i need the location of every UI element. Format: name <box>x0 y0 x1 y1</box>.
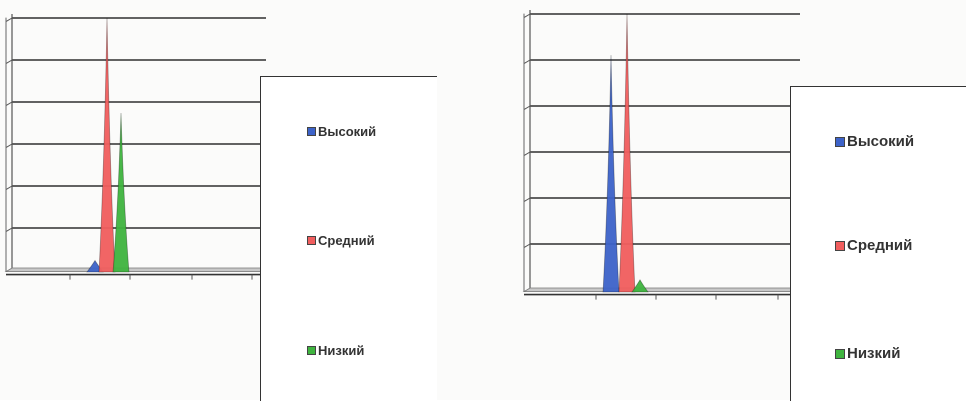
legend-item-medium: Средний <box>307 233 375 248</box>
legend-swatch-high <box>835 136 845 147</box>
gridline-depth <box>5 59 13 65</box>
legend-label-high: Высокий <box>847 133 915 150</box>
gridline-depth <box>523 105 531 111</box>
series-peak-low <box>112 112 130 273</box>
gridline-depth <box>523 151 531 157</box>
legend-item-high: Высокий <box>307 124 376 139</box>
series-peak-high <box>602 55 620 293</box>
legend-item-low: Низкий <box>835 345 900 362</box>
legend-item-medium: Средний <box>835 237 912 254</box>
legend-label-medium: Средний <box>847 237 913 254</box>
series-peak-low <box>631 278 649 293</box>
left-area-chart <box>4 14 268 280</box>
legend-swatch-high <box>307 127 316 136</box>
legend-label-low: Низкий <box>847 345 901 362</box>
gridline-depth <box>523 197 531 203</box>
chart-floor <box>4 267 268 273</box>
series-peak-medium <box>618 13 636 293</box>
right-legend: Высокий Средний Низкий <box>790 86 966 401</box>
legend-item-low: Низкий <box>307 343 364 358</box>
chart-floor <box>522 287 802 293</box>
gridline-depth <box>523 243 531 249</box>
legend-label-low: Низкий <box>318 343 365 358</box>
gridline-depth <box>523 59 531 65</box>
series-peak-medium <box>98 17 116 273</box>
legend-swatch-low <box>307 346 316 355</box>
legend-item-high: Высокий <box>835 133 914 150</box>
legend-swatch-low <box>835 348 845 359</box>
gridline-depth <box>5 185 13 191</box>
gridline-depth <box>5 227 13 233</box>
legend-label-medium: Средний <box>318 233 375 248</box>
right-area-chart <box>522 10 802 300</box>
gridline-depth <box>5 101 13 107</box>
legend-label-high: Высокий <box>318 124 377 139</box>
legend-swatch-medium <box>835 240 845 251</box>
gridline-depth <box>5 143 13 149</box>
gridline-depth <box>523 13 531 19</box>
legend-swatch-medium <box>307 236 316 245</box>
gridline-depth <box>5 17 13 23</box>
left-legend: Высокий Средний Низкий <box>260 76 437 401</box>
